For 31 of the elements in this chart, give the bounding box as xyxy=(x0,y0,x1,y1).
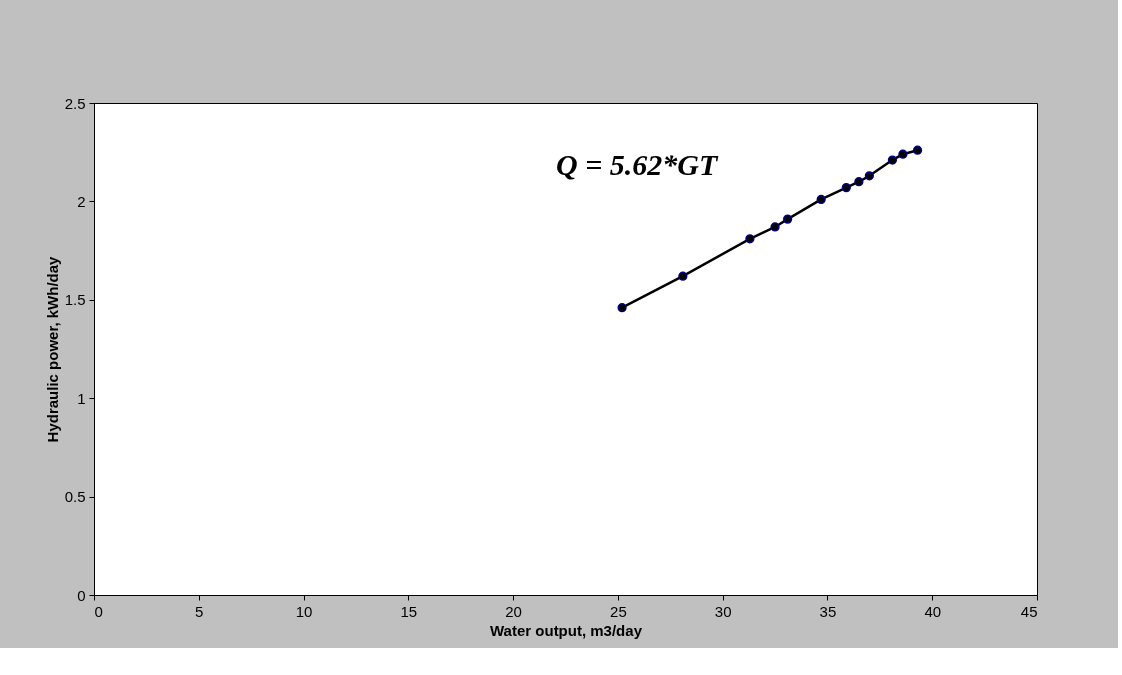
point xyxy=(887,155,898,165)
point xyxy=(678,271,688,281)
y-tick-label: 1 xyxy=(77,389,86,407)
x-tick-label: 35 xyxy=(819,602,837,620)
x-tick-label: 10 xyxy=(295,602,313,620)
x-tick-label: 0 xyxy=(94,602,103,620)
point xyxy=(912,145,923,155)
point xyxy=(864,171,874,181)
y-tick-label: 2.5 xyxy=(64,94,86,112)
annotation: Q = 5.62*GT xyxy=(556,148,719,181)
x-tick-label: 20 xyxy=(505,602,522,620)
point xyxy=(841,183,851,193)
point xyxy=(854,177,864,187)
y-tick-label: 0.5 xyxy=(64,488,86,506)
x-tick-label: 5 xyxy=(195,602,204,620)
point xyxy=(816,194,826,205)
x-tick-label: 25 xyxy=(610,602,627,620)
point xyxy=(617,303,627,313)
y-tick-label: 0 xyxy=(77,586,86,604)
point xyxy=(783,214,793,224)
x-tick-label: 15 xyxy=(400,602,418,620)
point xyxy=(898,149,908,159)
x-tick-label: 40 xyxy=(924,602,942,620)
x-tick-label: 30 xyxy=(714,602,732,620)
point xyxy=(770,222,780,232)
y-tick-label: 1.5 xyxy=(64,291,86,309)
x-axis-title: Water output, m3/day xyxy=(490,621,643,639)
y-axis-title: Hydraulic power, kWh/day xyxy=(43,255,61,443)
y-tick-label: 2 xyxy=(77,192,86,210)
point xyxy=(745,234,755,244)
x-tick-label: 45 xyxy=(1020,602,1038,620)
